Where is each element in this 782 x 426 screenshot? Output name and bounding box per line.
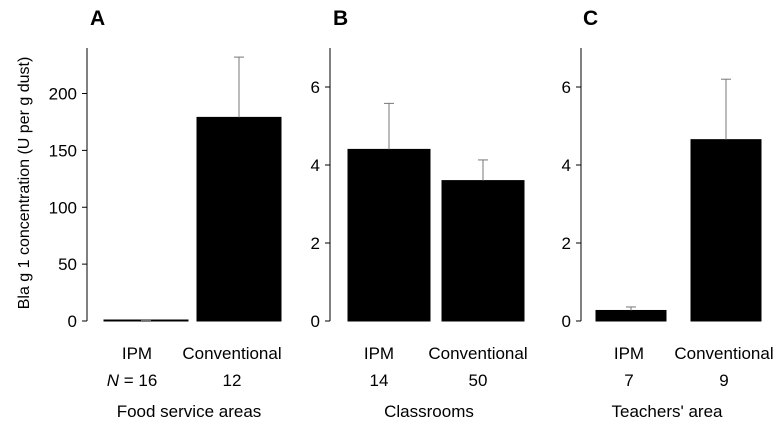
y-tick-label: 100 [49,198,77,217]
y-tick-label: 0 [311,312,320,331]
y-tick-label: 2 [311,234,320,253]
y-tick-label: 50 [58,255,77,274]
panel-letter: C [583,7,598,30]
y-tick-label: 0 [68,312,77,331]
y-tick-label: 6 [311,78,320,97]
bar [347,148,431,322]
panel-a: A 0 50 100 150 200 IPM Conventional N = 16 12 Food… [49,7,282,421]
y-tick-label: 4 [311,156,320,175]
category-label: Conventional [182,344,281,363]
category-label: IPM [122,344,152,363]
sample-size-label: 9 [719,371,728,390]
x-axis-label: Classrooms [384,402,474,421]
sample-size-label: 12 [223,371,242,390]
sample-size-label: 50 [469,371,488,390]
category-label: Conventional [674,344,773,363]
y-tick-label: 2 [562,234,571,253]
y-tick-label: 6 [562,78,571,97]
sample-size-label: 7 [624,371,633,390]
bar [595,309,667,322]
y-tick-label: 150 [49,141,77,160]
panel-letter: B [333,7,348,30]
bar [690,139,762,322]
bar [196,116,282,322]
n-symbol: N [107,371,120,390]
sample-size-label: N = 16 [107,371,158,390]
y-tick-label: 0 [562,312,571,331]
category-label: Conventional [428,344,527,363]
x-axis-label: Teachers' area [612,402,724,421]
panel-letter: A [90,7,105,30]
sample-size-label: 14 [370,371,389,390]
y-axis-label: Bla g 1 concentration (U per g dust) [16,57,33,310]
panel-c: C 0 2 4 6 IPM Conventional 7 9 Teachers' area [562,7,774,421]
panel-b: B 0 2 4 6 IPM Conventional 14 50 Classrooms [311,7,528,421]
n-value: = 16 [119,371,157,390]
category-label: IPM [364,344,394,363]
bar [441,180,525,322]
y-tick-label: 200 [49,85,77,104]
y-tick-label: 4 [562,156,571,175]
category-label: IPM [614,344,644,363]
x-axis-label: Food service areas [117,402,262,421]
